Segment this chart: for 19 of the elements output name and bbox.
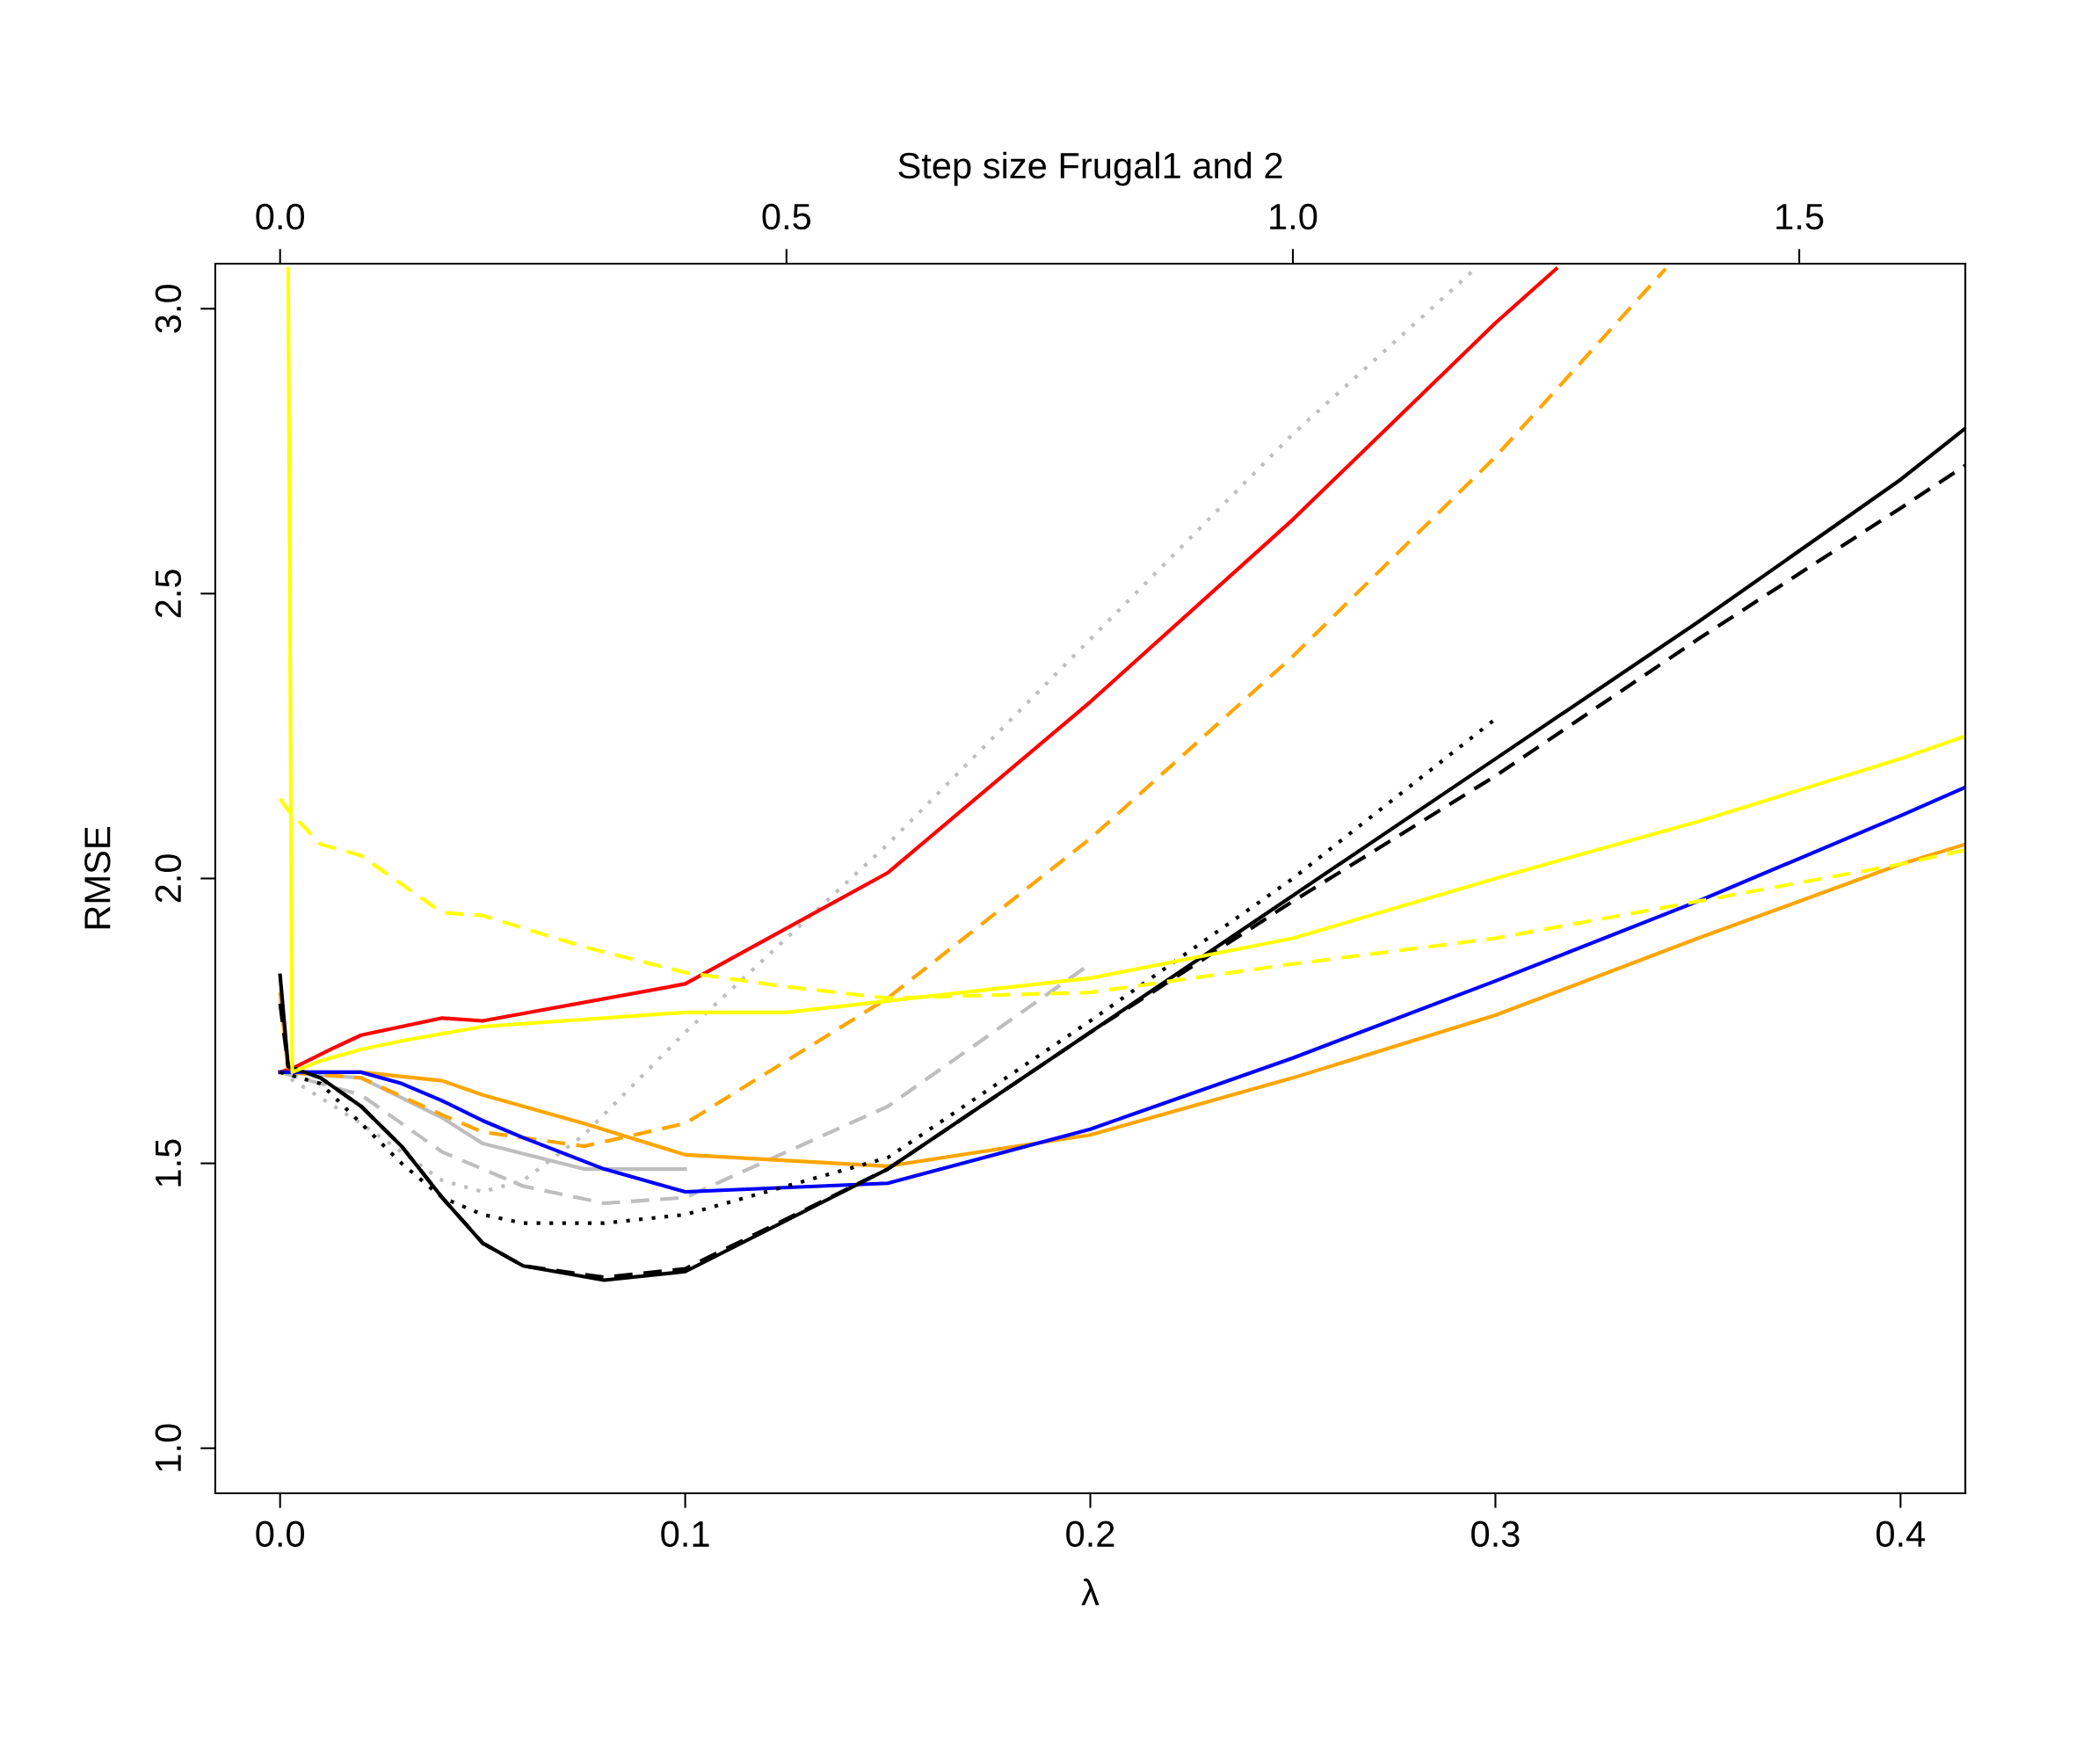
- x2-axis-title: Step size Frugal1 and 2: [898, 151, 1282, 186]
- y-tick-label: 2.0: [155, 854, 182, 903]
- y-axis-title: RMSE: [84, 827, 111, 929]
- x-tick-label: 0.0: [256, 1521, 305, 1548]
- x-tick-label: 0.4: [1876, 1521, 1926, 1548]
- x2-tick-label: 0.5: [762, 203, 811, 230]
- x2-tick-label: 1.0: [1270, 203, 1317, 230]
- x-axis-title: λ: [1081, 1579, 1100, 1606]
- line-series: [278, 266, 1558, 1074]
- y-tick-label: 1.0: [155, 1424, 182, 1471]
- y-tick-label: 2.5: [155, 570, 182, 618]
- x2-tick-label: 0.0: [256, 203, 305, 230]
- x-tick-label: 0.3: [1471, 1521, 1520, 1548]
- line-series: [278, 785, 1966, 1194]
- x-tick-label: 0.2: [1066, 1521, 1114, 1548]
- x2-tick-label: 1.5: [1776, 204, 1824, 230]
- y-tick-label: 3.0: [155, 284, 182, 333]
- y-tick-label: 1.5: [156, 1139, 182, 1187]
- x-tick-label: 0.1: [661, 1521, 709, 1548]
